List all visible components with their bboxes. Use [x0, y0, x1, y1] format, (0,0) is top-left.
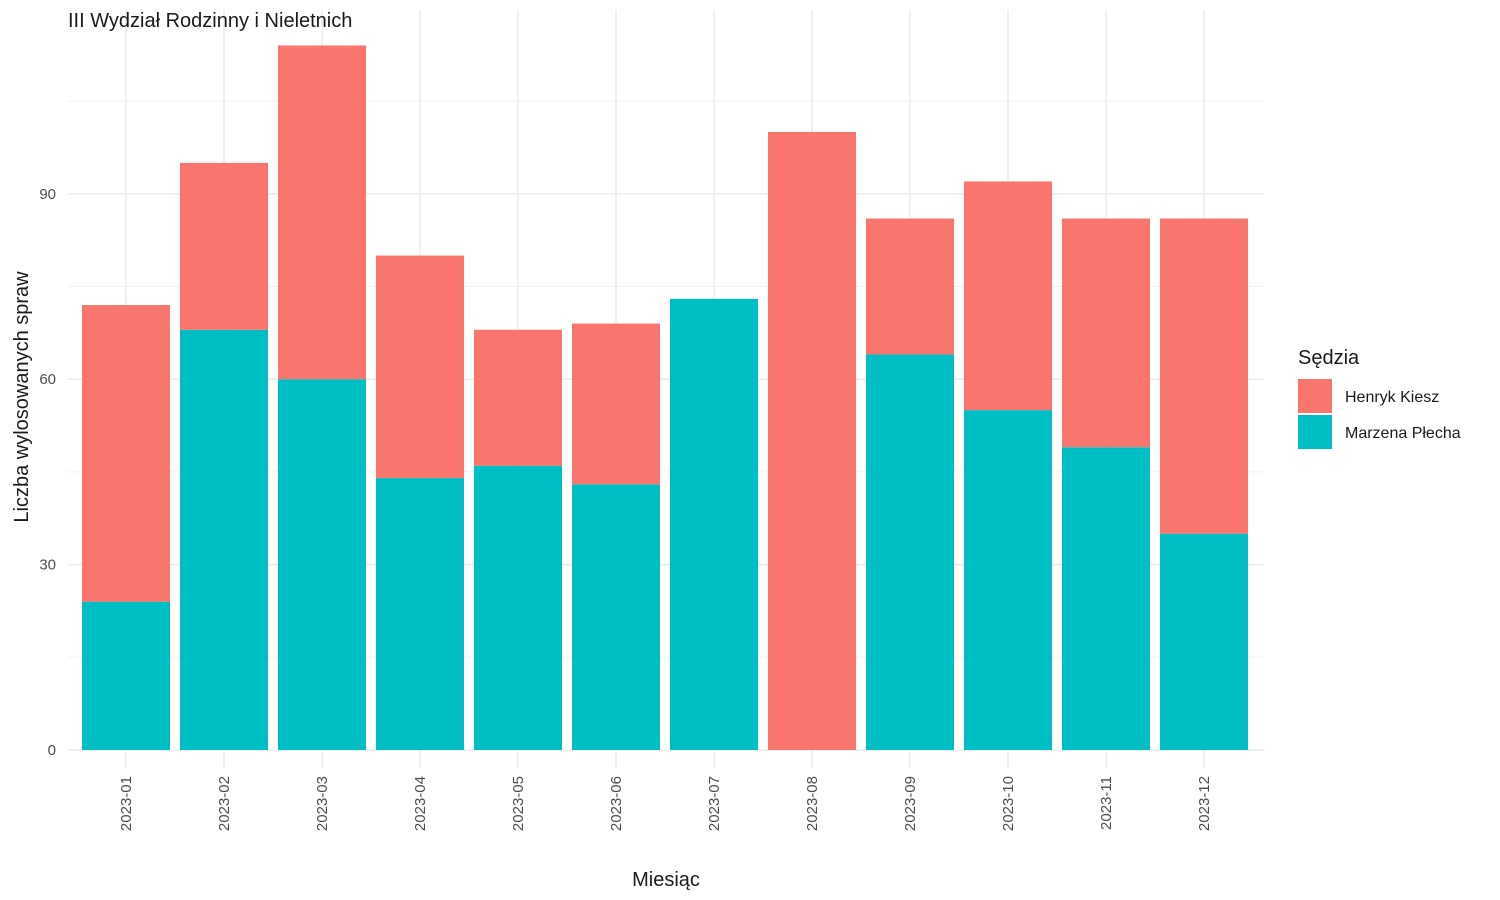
y-tick-label: 60 [39, 371, 56, 388]
x-tick-labels: 2023-01 2023-02 2023-03 2023-04 2023-05 2023-… [118, 776, 1213, 831]
legend-label: Marzena Płecha [1345, 425, 1461, 442]
x-tick-label: 2023-03 [314, 776, 331, 831]
y-tick-label: 90 [39, 186, 56, 203]
bar-segment [180, 329, 268, 750]
bar-segment [82, 601, 170, 750]
bar-segment [572, 323, 660, 485]
bar-segment [768, 132, 856, 750]
bar-segment [474, 465, 562, 750]
legend-title: Sędzia [1298, 347, 1360, 369]
legend-label: Henryk Kiesz [1345, 389, 1439, 406]
x-tick-label: 2023-11 [1098, 776, 1115, 830]
x-tick-label: 2023-04 [412, 776, 429, 831]
bar-segment [1062, 447, 1150, 750]
x-tick-label: 2023-12 [1196, 776, 1213, 831]
y-tick-labels: 0 30 60 90 [39, 186, 56, 759]
bar-segment [1160, 218, 1248, 534]
bar-segment [572, 484, 660, 750]
x-axis-title: Miesiąc [632, 869, 700, 891]
bar-segment [866, 218, 954, 355]
y-axis-title: Liczba wylosowanych spraw [11, 271, 33, 523]
bar-segment [278, 45, 366, 380]
x-tick-label: 2023-01 [118, 776, 135, 831]
legend: Sędzia Henryk Kiesz Marzena Płecha [1298, 347, 1461, 449]
legend-swatch [1298, 415, 1332, 449]
bar-segment [376, 478, 464, 750]
bar-segment [670, 298, 758, 750]
x-tick-label: 2023-07 [706, 776, 723, 831]
bar-segment [474, 329, 562, 466]
y-tick-label: 0 [48, 742, 56, 759]
bar-segment [82, 305, 170, 602]
bars [82, 45, 1248, 750]
x-tick-label: 2023-05 [510, 776, 527, 831]
legend-swatch [1298, 379, 1332, 413]
bar-segment [866, 354, 954, 750]
x-tick-label: 2023-06 [608, 776, 625, 831]
bar-segment [180, 162, 268, 330]
x-tick-label: 2023-09 [902, 776, 919, 831]
bar-segment [1062, 218, 1150, 448]
bar-segment [1160, 533, 1248, 750]
chart-title: III Wydział Rodzinny i Nieletnich [68, 10, 352, 32]
x-tick-label: 2023-02 [216, 776, 233, 831]
bar-segment [376, 255, 464, 479]
bar-segment [964, 181, 1052, 411]
bar-segment [278, 379, 366, 750]
x-tick-label: 2023-10 [1000, 776, 1017, 831]
y-tick-label: 30 [39, 557, 56, 574]
x-tick-label: 2023-08 [804, 776, 821, 831]
bar-segment [964, 410, 1052, 750]
